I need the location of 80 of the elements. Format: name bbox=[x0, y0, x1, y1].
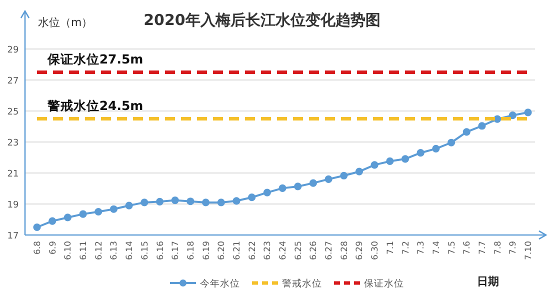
x-tick-label: 7.4 bbox=[432, 241, 442, 255]
x-tick-label: 6.27 bbox=[324, 241, 335, 260]
x-tick-label: 6.25 bbox=[294, 241, 304, 260]
point bbox=[370, 161, 378, 169]
x-tick-label: 6.8 bbox=[33, 241, 43, 255]
y-tick-label: 25 bbox=[7, 108, 19, 118]
point bbox=[416, 149, 424, 157]
point bbox=[432, 144, 440, 152]
point bbox=[340, 172, 348, 180]
x-tick-label: 6.30 bbox=[370, 241, 381, 260]
point bbox=[110, 205, 118, 213]
point bbox=[355, 168, 364, 176]
point bbox=[263, 188, 271, 196]
point bbox=[79, 210, 87, 218]
x-tick-label: 6.9 bbox=[48, 241, 58, 255]
x-tick-label: 6.20 bbox=[217, 241, 228, 260]
point bbox=[324, 175, 332, 183]
point bbox=[248, 194, 256, 202]
y-tick-label: 27 bbox=[7, 76, 19, 86]
x-tick-label: 6.26 bbox=[309, 241, 320, 260]
point bbox=[294, 182, 302, 190]
point bbox=[447, 138, 456, 146]
x-tick-label: 6.23 bbox=[263, 241, 274, 260]
point bbox=[386, 157, 394, 166]
x-tick-label: 6.28 bbox=[340, 241, 350, 260]
x-tick-label: 6.22 bbox=[248, 241, 258, 260]
point bbox=[232, 197, 240, 205]
x-tick-label: 6.29 bbox=[355, 241, 366, 260]
y-tick-label: 29 bbox=[7, 46, 19, 56]
point bbox=[278, 184, 286, 192]
y-tick-label: 21 bbox=[7, 170, 19, 180]
point bbox=[217, 198, 225, 206]
x-tick-label: 6.12 bbox=[94, 241, 104, 260]
x-tick-label: 6.16 bbox=[156, 241, 166, 260]
x-tick-label: 7.8 bbox=[493, 241, 504, 255]
annotation: 保证水位27.5m bbox=[46, 51, 144, 66]
chart-title: 2020年入梅后长江水位变化趋势图 bbox=[144, 11, 380, 29]
point bbox=[524, 108, 532, 116]
y-axis-title: 水位（m） bbox=[38, 16, 93, 29]
x-tick-label: 7.10 bbox=[524, 241, 534, 260]
y-tick-label: 23 bbox=[7, 138, 19, 148]
point bbox=[401, 155, 410, 163]
point bbox=[48, 217, 56, 225]
legend-label: 今年水位 bbox=[200, 278, 240, 290]
point bbox=[478, 122, 486, 130]
x-tick-label: 7.2 bbox=[401, 241, 412, 255]
point bbox=[508, 112, 516, 120]
x-tick-label: 6.21 bbox=[232, 241, 242, 260]
x-tick-label: 6.14 bbox=[125, 241, 136, 260]
x-tick-label: 7.3 bbox=[416, 241, 427, 255]
x-tick-label: 7.1 bbox=[386, 241, 396, 255]
point bbox=[186, 198, 194, 206]
point bbox=[94, 208, 102, 216]
point bbox=[171, 196, 179, 204]
point bbox=[309, 179, 317, 187]
x-tick-label: 6.15 bbox=[140, 241, 150, 260]
point bbox=[125, 202, 133, 210]
x-tick-label: 6.11 bbox=[79, 241, 90, 260]
y-tick-label: 17 bbox=[7, 232, 19, 242]
x-tick-label: 6.24 bbox=[278, 241, 288, 260]
legend-label: 保证水位 bbox=[364, 278, 404, 290]
x-tick-label: 7.5 bbox=[447, 241, 458, 255]
x-tick-label: 6.18 bbox=[186, 241, 196, 260]
x-axis-title: 日期 bbox=[477, 275, 499, 288]
point bbox=[64, 214, 72, 222]
point bbox=[202, 198, 210, 206]
point bbox=[140, 198, 148, 206]
x-tick-label: 6.10 bbox=[64, 241, 74, 260]
point bbox=[33, 223, 41, 232]
point bbox=[462, 128, 470, 136]
x-tick-label: 7.9 bbox=[508, 241, 519, 255]
x-tick-label: 7.6 bbox=[462, 241, 473, 255]
x-tick-label: 6.19 bbox=[202, 241, 212, 260]
x-tick-label: 7.7 bbox=[478, 241, 488, 255]
annotation: 警戒水位24.5m bbox=[46, 98, 144, 113]
x-tick-label: 6.13 bbox=[110, 241, 120, 260]
point bbox=[156, 198, 164, 206]
y-tick-label: 19 bbox=[7, 200, 19, 210]
x-tick-label: 6.17 bbox=[171, 241, 182, 260]
legend-label: 警戒水位 bbox=[282, 278, 322, 290]
